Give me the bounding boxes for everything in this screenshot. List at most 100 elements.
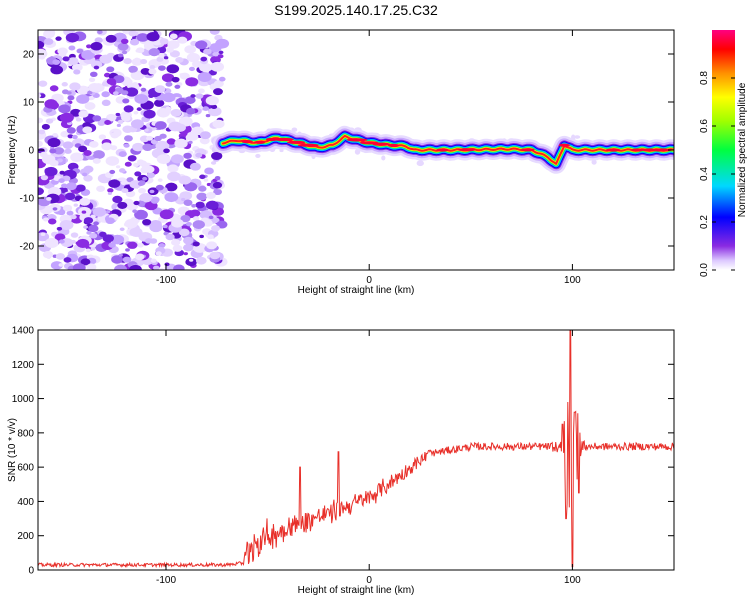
noise-blob [118, 168, 126, 173]
noise-blob [198, 185, 207, 192]
noise-blob [83, 174, 93, 182]
noise-blob [92, 158, 101, 164]
snr-panel: -100 0 100 0 200 400 600 800 1000 1200 1400 Heigh… [7, 326, 675, 596]
noise-blob [123, 58, 132, 65]
noise-blob [133, 110, 139, 115]
noise-blob [179, 73, 185, 77]
chart-title: S199.2025.140.17.25.C32 [274, 2, 438, 18]
snr-y-tick-label: 1000 [12, 394, 35, 405]
noise-blob [210, 55, 221, 64]
noise-blob [78, 110, 89, 118]
ridge-hotspot [558, 143, 570, 147]
noise-blob [205, 95, 219, 106]
noise-blob [67, 95, 75, 101]
ridge-hotspot [372, 142, 391, 146]
snr-x-tick-label: -100 [156, 575, 176, 586]
noise-blob [183, 236, 194, 245]
noise-blob [118, 151, 127, 157]
noise-blob [133, 162, 139, 168]
spectrogram-y-tick-label: 0 [28, 146, 34, 157]
noise-blob [192, 220, 205, 229]
noise-blob [158, 243, 166, 248]
noise-blob [63, 257, 72, 263]
noise-blob [166, 64, 180, 74]
noise-blob [41, 123, 50, 130]
ridge-hotspot [265, 137, 278, 142]
noise-blob [200, 56, 208, 62]
noise-blob [65, 182, 77, 191]
noise-blob [102, 234, 114, 243]
noise-blob [132, 142, 145, 152]
noise-blob [191, 60, 202, 68]
noise-blob [183, 116, 190, 121]
noise-blob [39, 151, 48, 158]
ridge-hotspot [387, 143, 400, 148]
noise-blob [212, 119, 225, 129]
colorbar: 0.0 0.2 0.4 0.6 0.8 Normalized spectral ampl… [699, 30, 748, 277]
noise-blob [45, 118, 54, 124]
noise-blob [58, 239, 65, 244]
noise-blob [125, 190, 136, 198]
noise-blob [144, 128, 149, 132]
noise-blob [50, 261, 63, 270]
noise-blob [129, 180, 142, 189]
noise-blob [121, 90, 129, 96]
ridge-hotspot [520, 148, 535, 152]
noise-blob [197, 88, 205, 94]
ridge-hotspot [631, 148, 644, 152]
noise-blob [110, 234, 125, 245]
ridge-hotspot [287, 140, 306, 144]
noise-blob [101, 99, 111, 107]
noise-blob [57, 47, 68, 55]
noise-blob [92, 115, 102, 122]
noise-blob [38, 129, 46, 135]
noise-blob [118, 253, 123, 257]
ridge-hotspot [651, 148, 673, 152]
noise-blob [70, 232, 79, 238]
noise-blob [43, 38, 54, 45]
noise-blob [54, 233, 66, 242]
noise-blob [66, 127, 76, 134]
noise-blob [117, 53, 124, 58]
noise-blob [104, 120, 112, 125]
noise-blob [134, 93, 149, 104]
noise-blob [58, 104, 71, 114]
noise-blob [62, 204, 73, 212]
noise-blob [114, 264, 128, 270]
noise-blob [105, 34, 117, 43]
noise-blob [60, 131, 70, 138]
colorbar-tick-label: 0.8 [699, 71, 710, 85]
noise-blob [199, 137, 210, 145]
noise-blob [210, 104, 218, 110]
noise-blob [90, 71, 98, 78]
noise-blob [202, 106, 210, 111]
noise-blob [88, 83, 101, 93]
noise-blob [192, 241, 200, 247]
noise-blob [189, 258, 194, 262]
noise-blob [59, 170, 65, 175]
noise-blob [129, 227, 143, 237]
noise-blob [209, 30, 220, 35]
noise-blob [167, 164, 179, 173]
halo-speck [291, 127, 298, 132]
noise-blob [73, 203, 78, 207]
noise-blob [175, 56, 184, 63]
noise-blob [192, 216, 200, 221]
noise-blob [67, 134, 74, 139]
snr-frame [37, 329, 675, 571]
noise-blob [139, 192, 153, 203]
noise-blob [64, 148, 72, 154]
noise-blob [38, 187, 44, 196]
noise-blob [124, 135, 133, 142]
noise-blob [135, 253, 145, 261]
noise-blob [86, 44, 92, 49]
ridge-hotspot [253, 140, 266, 144]
noise-blob [199, 62, 213, 73]
noise-blob [75, 184, 86, 192]
noise-blob [44, 237, 59, 248]
noise-blob [213, 188, 223, 196]
noise-blob [218, 50, 224, 55]
colorbar-tick-label: 0.6 [699, 119, 710, 133]
noise-blob [191, 126, 204, 136]
noise-blob [186, 107, 196, 115]
